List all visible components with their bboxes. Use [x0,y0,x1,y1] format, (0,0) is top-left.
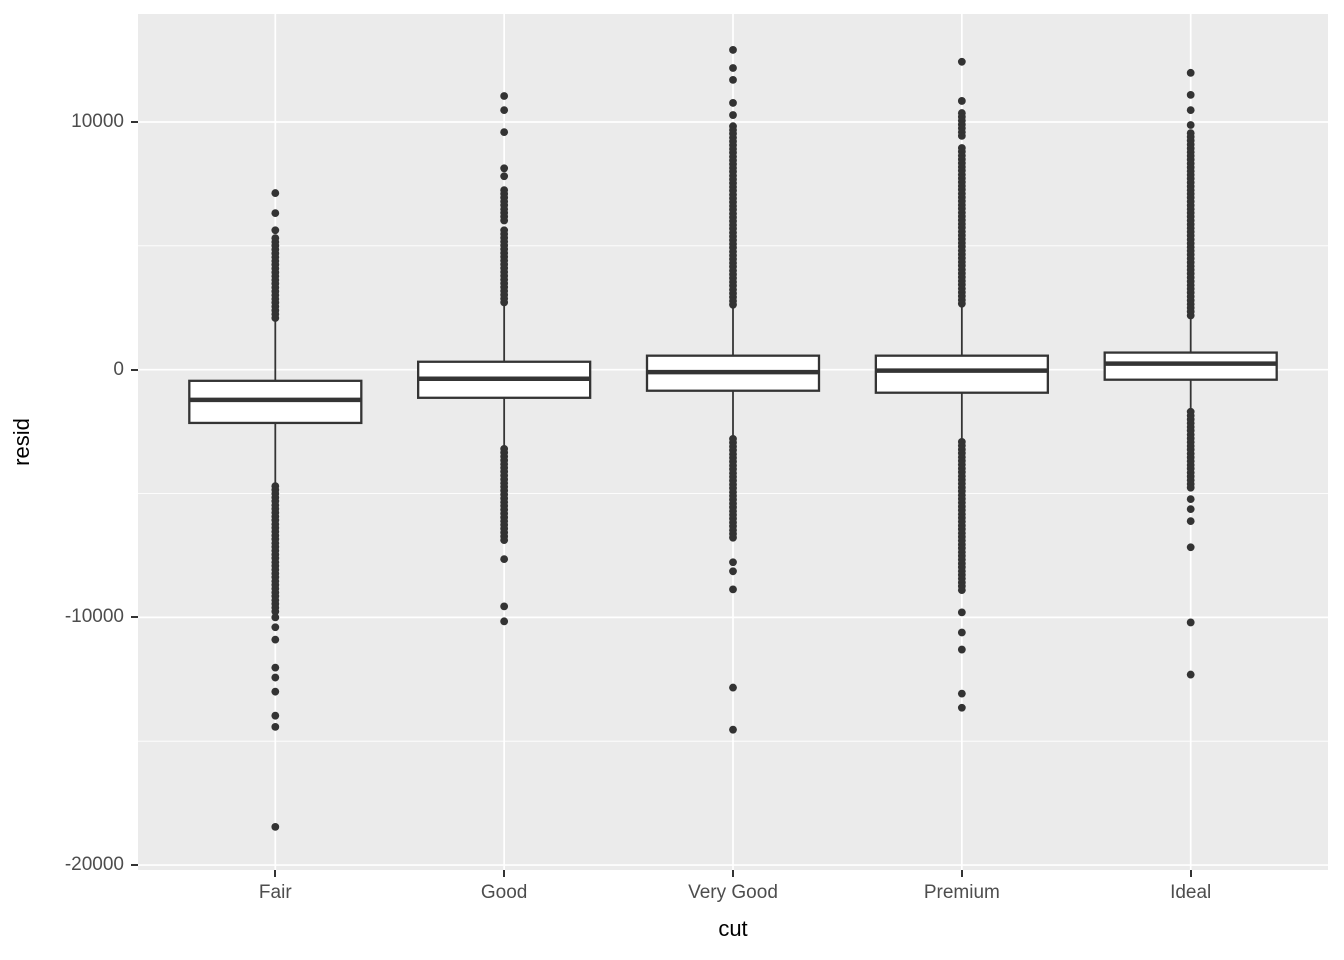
outlier-point [1186,517,1195,526]
outlier-point [957,97,966,105]
x-tick-mark [503,870,506,877]
y-tick-label: 0 [113,358,124,380]
box-premium [874,354,1049,394]
outlier-point [271,607,280,616]
y-axis-title: resid [9,418,34,466]
outlier-point [500,92,509,100]
outlier-point [271,663,280,672]
y-tick-label: -10000 [64,606,124,628]
outlier-point [729,725,737,734]
outlier-point [1186,618,1195,627]
outlier-point [957,645,966,654]
outlier-point [1186,106,1195,115]
outlier-point [1186,505,1195,514]
x-tick-mark [960,870,963,877]
outlier-point [729,111,737,119]
box-ideal [1103,351,1278,381]
outlier-point [1186,483,1195,492]
outlier-point [1186,543,1195,552]
outlier-point [271,209,280,218]
outlier-point [1186,495,1195,503]
outlier-point [500,536,509,545]
outlier-point [1186,670,1195,679]
x-tick-mark [732,870,734,877]
outlier-point [729,533,737,542]
x-tick-label-good: Good [480,882,528,903]
outlier-point [271,189,280,197]
outlier-point [271,226,280,235]
y-tick-label: -20000 [64,854,124,876]
outlier-point [729,683,737,692]
x-tick-label-ideal: Ideal [1170,882,1212,903]
outlier-point [271,687,280,696]
outlier-point [500,164,509,173]
outlier-point [729,567,737,576]
outlier-point [271,314,280,322]
chart-canvas [138,14,1328,870]
outlier-point [729,75,737,84]
outlier-point [271,613,280,622]
outlier-point [500,602,509,611]
y-tick-mark [131,864,138,867]
outlier-point [271,673,280,682]
outlier-point [500,216,509,225]
outlier-point [957,703,966,712]
outlier-point [500,172,509,181]
x-tick-label-premium: Premium [923,882,1000,903]
y-tick-mark [131,120,138,123]
outlier-point [271,623,280,632]
outlier-point [729,300,737,309]
outlier-point [729,64,737,72]
outlier-point [1186,68,1195,77]
outlier-point [271,823,280,831]
x-tick-label-fair: Fair [258,882,292,903]
outlier-point [500,128,509,137]
outlier-point [500,555,509,564]
outlier-point [957,628,966,637]
y-tick-mark [131,368,138,371]
outlier-point [271,711,280,720]
y-tick-mark [131,616,138,619]
outlier-point [1186,121,1195,129]
outlier-point [729,99,737,107]
outlier-point [1186,311,1195,320]
outlier-point [271,635,280,644]
outlier-point [271,722,280,731]
outlier-point [1186,90,1195,99]
outlier-point [729,46,737,54]
outlier-point [957,57,966,66]
outlier-point [500,617,509,626]
x-tick-mark [1189,870,1192,877]
outlier-point [957,608,966,617]
outlier-point [500,106,509,115]
x-axis-title: cut [718,916,748,941]
outlier-point [957,689,966,698]
outlier-point [500,298,509,307]
x-tick-label-very-good: Very Good [688,882,778,903]
x-tick-mark [274,870,277,877]
outlier-point [957,131,966,140]
outlier-point [957,586,966,594]
outlier-point [729,558,737,567]
y-tick-label: 10000 [71,110,124,132]
outlier-point [729,585,737,594]
outlier-point [957,299,966,308]
